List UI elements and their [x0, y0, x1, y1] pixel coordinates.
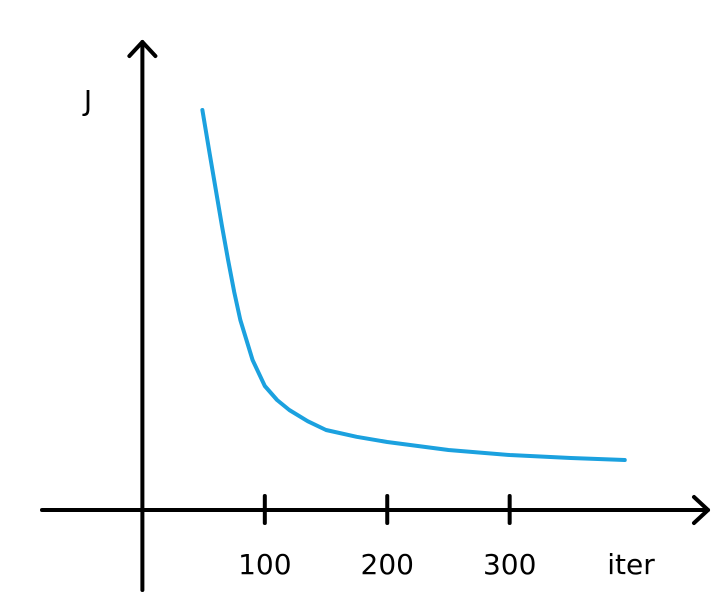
line [200, 108, 627, 462]
x-tick-label: 100 [238, 548, 291, 581]
x-axis-label: iter [607, 548, 655, 581]
x-tick-label: 300 [483, 548, 536, 581]
x-axis-arrow [692, 495, 710, 525]
y-axis-label: J [82, 84, 92, 117]
y-axis-arrow [127, 40, 158, 58]
x-tick-label: 200 [361, 548, 414, 581]
